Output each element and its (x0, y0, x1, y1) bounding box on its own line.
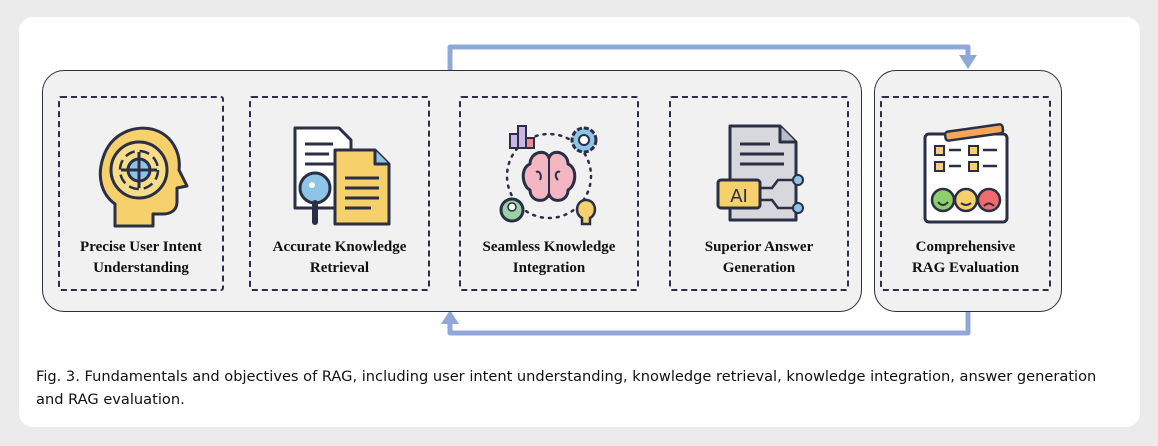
document-search-icon (293, 126, 390, 226)
stage-label: Precise User Intent Understanding (80, 239, 202, 276)
bottom-arrowhead (441, 310, 459, 324)
svg-text:AI: AI (730, 186, 748, 207)
stage-answer-generation: AI Superior Answer Generation (669, 96, 849, 291)
stage-label: Accurate Knowledge Retrieval (272, 239, 407, 276)
top-flow-arrow (447, 44, 971, 70)
stage-knowledge-integration: Seamless Knowledge Integration (459, 96, 639, 291)
stage-rag-evaluation: Comprehensive RAG Evaluation (880, 96, 1051, 291)
bottom-return-arrow (447, 312, 971, 336)
stage-label: Superior Answer Generation (704, 239, 814, 276)
figure-caption: Fig. 3. Fundamentals and objectives of R… (36, 368, 1097, 408)
head-target-icon (98, 126, 189, 228)
brain-network-icon (499, 125, 598, 226)
stage-label: Seamless Knowledge Integration (482, 239, 616, 276)
top-arrowhead (959, 55, 977, 69)
evaluation-checklist-icon (923, 123, 1008, 224)
ai-document-icon: AI (716, 124, 804, 222)
stage-intent-understanding: Precise User Intent Understanding (58, 96, 224, 291)
stage-knowledge-retrieval: Accurate Knowledge Retrieval (249, 96, 430, 291)
evaluation-label: Comprehensive RAG Evaluation (911, 239, 1020, 276)
